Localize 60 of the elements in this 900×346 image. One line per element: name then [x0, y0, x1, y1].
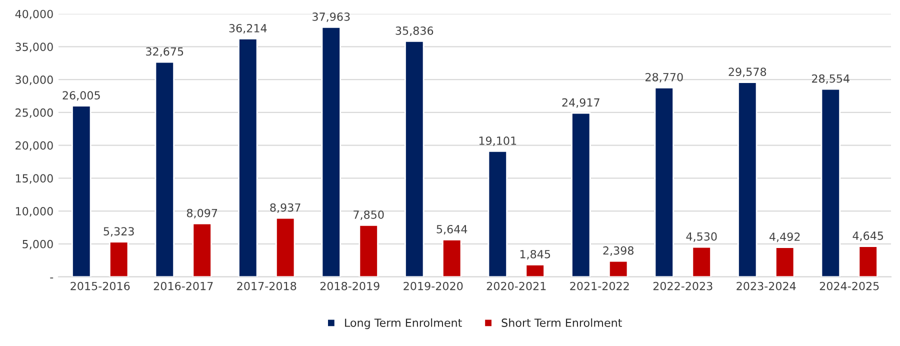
y-tick-label: 40,000 — [15, 10, 53, 20]
bar — [276, 217, 296, 277]
data-label: 7,850 — [354, 210, 384, 220]
data-label: 26,005 — [62, 91, 100, 101]
data-label: 4,492 — [769, 232, 800, 242]
x-tick-label: 2019-2020 — [404, 282, 463, 290]
data-label: 28,770 — [646, 72, 683, 82]
bar — [154, 61, 174, 277]
x-tick-label: 2023-2024 — [736, 282, 796, 290]
data-label: 1,845 — [520, 250, 550, 260]
y-tick-label: 20,000 — [16, 141, 53, 151]
x-tick-label: 2018-2019 — [320, 282, 380, 290]
data-label: 29,578 — [728, 68, 766, 78]
bar — [488, 150, 508, 277]
x-tick-label: 2016-2017 — [154, 282, 213, 290]
bar — [321, 26, 341, 277]
bar — [858, 246, 878, 277]
x-tick-label: 2022-2023 — [653, 282, 712, 290]
bar — [654, 86, 674, 277]
data-label: 37,963 — [312, 12, 350, 22]
data-label: 2,398 — [603, 246, 634, 256]
bar — [525, 264, 545, 277]
bar — [692, 246, 712, 277]
bar — [571, 112, 591, 277]
bar — [775, 246, 795, 277]
y-tick-label: 15,000 — [16, 174, 53, 184]
data-label: 32,675 — [146, 47, 184, 57]
bar — [442, 239, 462, 277]
data-label: 5,644 — [436, 224, 468, 235]
data-label: 8,097 — [186, 208, 218, 218]
data-label: 35,836 — [396, 26, 434, 36]
y-tick-label: 25,000 — [16, 108, 53, 118]
bar — [238, 38, 258, 277]
data-label: 8,937 — [270, 203, 300, 213]
x-tick-label: 2017-2018 — [237, 282, 296, 290]
bar — [820, 88, 840, 277]
data-label: 36,214 — [229, 24, 267, 34]
data-label: 4,530 — [686, 232, 717, 242]
bar — [358, 224, 378, 277]
y-tick-label: 5,000 — [22, 240, 53, 250]
bar — [404, 40, 424, 277]
x-tick-label: 2024-2025 — [820, 282, 879, 290]
legend-label: Short Term Enrolment — [502, 318, 622, 327]
data-label: 19,101 — [479, 136, 516, 146]
x-tick-label: 2020-2021 — [486, 282, 546, 290]
data-label: 5,323 — [104, 227, 134, 237]
bar — [72, 105, 92, 277]
x-tick-label: 2015-2016 — [70, 282, 130, 290]
y-tick-label: 30,000 — [16, 76, 53, 86]
x-tick-label: 2021-2022 — [570, 282, 629, 290]
y-tick-label: 35,000 — [16, 42, 53, 52]
y-tick-label: 10,000 — [16, 207, 53, 217]
bar — [192, 222, 212, 277]
data-label: 24,917 — [562, 98, 600, 108]
legend-label: Long Term Enrolment — [345, 318, 462, 330]
bar — [608, 260, 628, 277]
data-label: 28,554 — [812, 74, 850, 84]
bar — [738, 82, 758, 277]
bar — [109, 241, 129, 277]
data-label: 4,645 — [852, 232, 884, 242]
